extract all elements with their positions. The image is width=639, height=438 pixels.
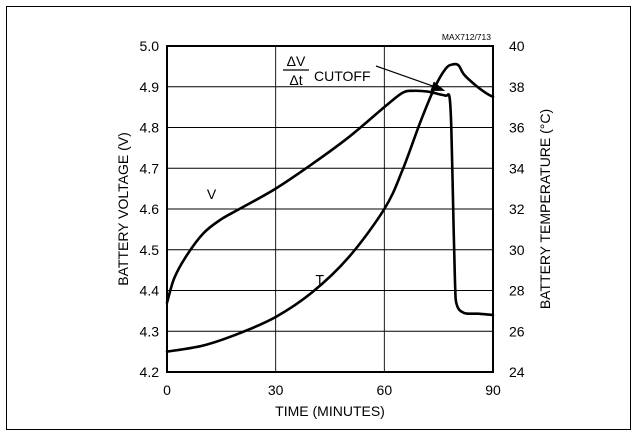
cutoff-arrow-head [430, 81, 446, 91]
y-right-tick-label: 28 [509, 283, 525, 299]
y-right-tick-label: 34 [509, 160, 525, 176]
ticks-layer: 4.2 4.3 4.4 4.5 4.6 4.7 4.8 4.9 5.0 24 26 28 30 32 34 3… [140, 38, 525, 398]
x-tick-label: 90 [485, 382, 501, 398]
y-right-tick-label: 30 [509, 242, 525, 258]
figure-id: MAX712/713 [442, 32, 491, 42]
y-right-tick-label: 40 [509, 38, 525, 54]
y-right-tick-label: 32 [509, 201, 525, 217]
cutoff-numerator: ΔV [287, 53, 306, 69]
series-layer: VT [165, 62, 495, 353]
chart-frame [6, 6, 631, 430]
series-line-t [165, 62, 495, 353]
y-left-axis-title: BATTERY VOLTAGE (V) [115, 132, 131, 286]
y-right-tick-label: 38 [509, 79, 525, 95]
y-right-axis-title: BATTERY TEMPERATURE (°C) [537, 109, 553, 309]
x-tick-label: 0 [163, 382, 171, 398]
x-tick-label: 30 [268, 382, 284, 398]
cutoff-denominator: Δt [289, 72, 302, 88]
y-left-tick-label: 4.8 [140, 120, 160, 136]
y-left-tick-label: 4.5 [140, 242, 160, 258]
y-left-tick-label: 4.6 [140, 201, 160, 217]
x-tick-label: 60 [377, 382, 393, 398]
y-right-tick-label: 36 [509, 120, 525, 136]
y-left-tick-label: 4.4 [140, 283, 160, 299]
y-right-tick-label: 26 [509, 323, 525, 339]
cutoff-label: CUTOFF [314, 68, 371, 84]
y-right-tick-label: 24 [509, 364, 525, 380]
y-left-tick-label: 4.9 [140, 79, 160, 95]
y-left-tick-label: 4.7 [140, 160, 160, 176]
y-left-tick-label: 4.2 [140, 364, 160, 380]
plot-border [166, 45, 494, 373]
series-line-v [165, 89, 495, 317]
y-left-tick-label: 5.0 [140, 38, 160, 54]
cutoff-annotation: ΔV Δt CUTOFF [283, 53, 446, 91]
cutoff-arrow [375, 65, 436, 88]
y-left-tick-label: 4.3 [140, 323, 160, 339]
x-axis-title: TIME (MINUTES) [275, 403, 385, 419]
series-label-t: T [316, 271, 325, 287]
series-label-v: V [207, 186, 217, 202]
